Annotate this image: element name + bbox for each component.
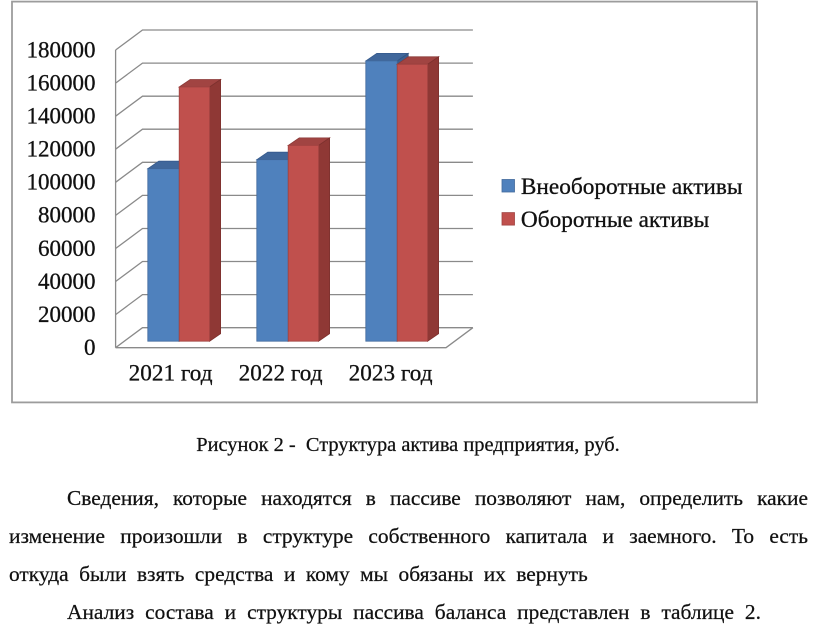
svg-text:2021 год: 2021 год xyxy=(129,361,213,387)
svg-text:160000: 160000 xyxy=(27,70,96,95)
svg-text:100000: 100000 xyxy=(27,170,96,195)
svg-text:60000: 60000 xyxy=(38,236,96,261)
svg-text:20000: 20000 xyxy=(38,302,96,327)
svg-text:2023 год: 2023 год xyxy=(349,361,433,387)
svg-text:2022 год: 2022 год xyxy=(239,361,323,387)
svg-text:Оборотные активы: Оборотные активы xyxy=(521,207,710,233)
svg-text:80000: 80000 xyxy=(38,203,96,228)
svg-text:Внеоборотные активы: Внеоборотные активы xyxy=(521,174,743,200)
svg-text:0: 0 xyxy=(84,335,96,360)
svg-text:140000: 140000 xyxy=(27,104,96,129)
svg-text:120000: 120000 xyxy=(27,137,96,162)
svg-text:180000: 180000 xyxy=(27,37,96,62)
svg-text:40000: 40000 xyxy=(38,269,96,294)
